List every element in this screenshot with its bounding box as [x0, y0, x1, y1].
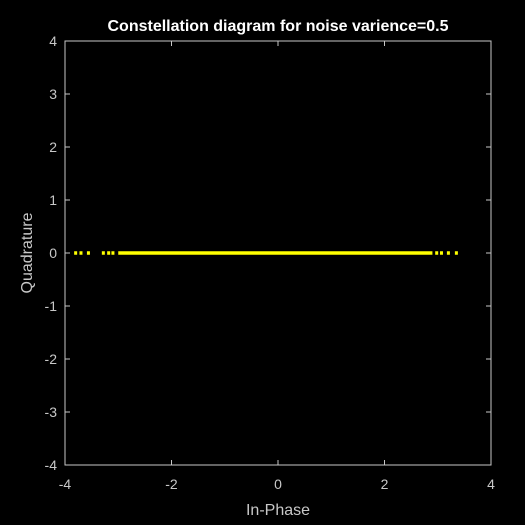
data-point	[79, 251, 82, 255]
x-tick-label: 2	[381, 476, 389, 492]
y-tick-label: 1	[49, 192, 57, 208]
data-point	[102, 251, 105, 255]
x-axis-label: In-Phase	[246, 502, 310, 519]
y-tick-label: 4	[49, 33, 57, 49]
y-axis-label: Quadrature	[19, 212, 36, 293]
y-tick-label: -2	[45, 351, 58, 367]
y-tick-label: 0	[49, 245, 57, 261]
y-tick-label: 2	[49, 139, 57, 155]
data-point	[111, 251, 114, 255]
chart-title: Constellation diagram for noise varience…	[108, 18, 449, 35]
y-tick-label: -3	[45, 404, 58, 420]
x-tick-label: 4	[487, 476, 495, 492]
y-tick-label: -4	[45, 457, 58, 473]
data-points	[74, 251, 458, 255]
data-point	[107, 251, 110, 255]
y-tick-label: 3	[49, 86, 57, 102]
x-tick-label: 0	[274, 476, 282, 492]
data-point	[74, 251, 77, 255]
data-point	[447, 251, 450, 255]
data-point	[435, 251, 438, 255]
data-point	[455, 251, 458, 255]
data-point	[87, 251, 90, 255]
x-tick-label: -2	[165, 476, 178, 492]
x-tick-label: -4	[59, 476, 72, 492]
y-tick-label: -1	[45, 298, 58, 314]
data-point	[440, 251, 443, 255]
